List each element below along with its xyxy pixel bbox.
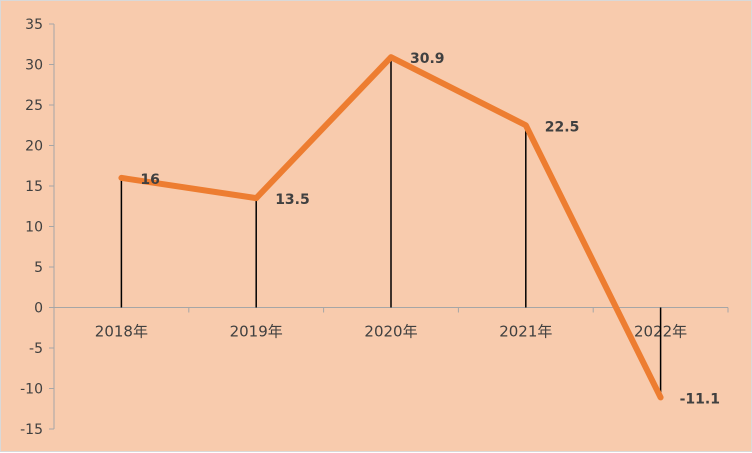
data-point <box>523 122 529 128</box>
data-label: 13.5 <box>275 192 310 208</box>
x-category-label: 2018年 <box>95 323 148 341</box>
data-label: -11.1 <box>680 391 720 407</box>
data-point <box>253 195 259 201</box>
y-tick-label: 35 <box>25 17 43 33</box>
data-label: 22.5 <box>545 119 580 135</box>
x-category-label: 2021年 <box>499 323 552 341</box>
y-tick-label: -10 <box>20 382 43 398</box>
data-label: 30.9 <box>410 51 445 67</box>
data-point <box>388 54 394 60</box>
data-label: 16 <box>140 172 159 188</box>
y-tick-label: 10 <box>25 220 43 236</box>
x-category-label: 2019年 <box>230 323 283 341</box>
y-tick-label: 20 <box>25 139 43 155</box>
drop-lines-group <box>120 57 662 398</box>
labels-group: 16 13.5 30.9 22.5 -11.1 <box>140 51 720 407</box>
data-point <box>118 175 124 181</box>
axes-group: 35 30 25 20 15 10 5 0 -5 -10 -15 2018年 2019年 2020年 202… <box>20 17 729 438</box>
x-category-label: 2020年 <box>364 323 417 341</box>
y-tick-label: 5 <box>34 260 43 276</box>
y-tick-label: 15 <box>25 179 43 195</box>
series-group <box>118 54 664 401</box>
data-point <box>658 394 664 400</box>
y-tick-label: -5 <box>29 341 43 357</box>
y-tick-label: 0 <box>34 301 43 317</box>
y-tick-label: 25 <box>25 98 43 114</box>
y-tick-label: -15 <box>20 422 43 438</box>
y-tick-label: 30 <box>25 58 43 74</box>
